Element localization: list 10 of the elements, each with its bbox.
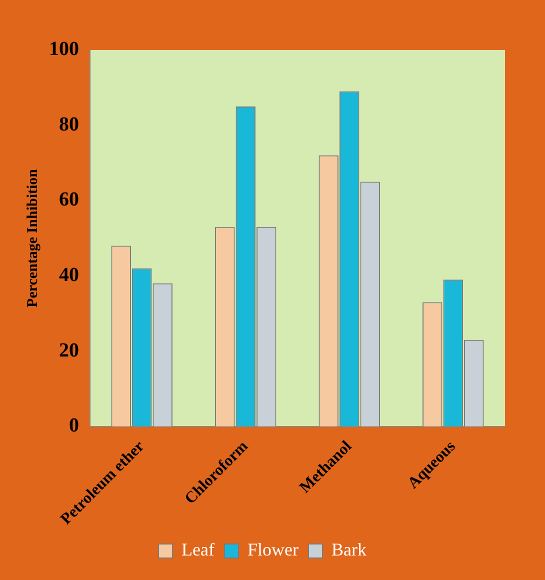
y-tick-label: 0 <box>69 414 79 437</box>
legend-label: Flower <box>247 540 298 560</box>
legend-label: Bark <box>331 540 366 560</box>
y-axis-title: Percentage Inhibition <box>24 168 41 308</box>
y-tick-label: 60 <box>59 188 79 211</box>
legend-label: Leaf <box>182 540 214 560</box>
y-tick-label: 40 <box>59 264 79 286</box>
y-tick-label: 100 <box>49 38 79 60</box>
y-tick-label: 20 <box>59 339 79 362</box>
y-tick-label: 80 <box>59 113 79 136</box>
